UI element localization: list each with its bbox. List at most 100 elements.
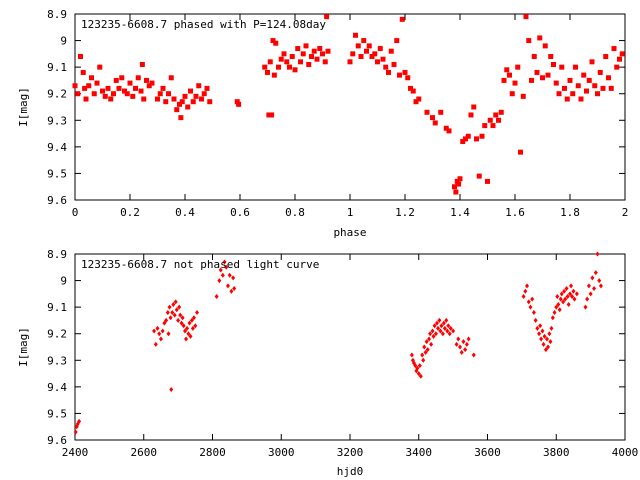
data-point [592,83,598,89]
data-point [547,331,552,337]
data-point [463,136,468,142]
data-point [324,14,330,20]
data-point [207,99,213,105]
data-point [127,80,133,86]
data-point [187,320,192,326]
y-tick-label: 9.3 [47,114,67,127]
data-point [479,133,485,139]
data-point [167,304,172,310]
x-tick-label: 0 [72,206,79,219]
data-point [188,88,193,94]
data-point [171,96,177,102]
y-axis-label: I[mag] [17,327,30,367]
data-point [217,278,222,284]
data-point [471,352,476,358]
data-point [485,178,490,184]
data-point [538,323,543,329]
data-point [184,336,189,342]
data-point [548,339,553,345]
data-point [440,331,445,337]
data-point [456,336,461,342]
data-point [431,333,436,339]
data-point [181,323,186,329]
x-tick-label: 0.2 [120,206,140,219]
data-point [597,69,603,75]
y-tick-label: 8.9 [47,8,67,21]
data-point [558,296,563,302]
data-point [75,91,81,97]
data-point [458,344,462,350]
data-point [423,349,428,355]
data-point [589,59,595,65]
data-point [82,85,88,91]
data-point [232,286,237,292]
data-point [72,83,78,89]
data-point [347,59,353,65]
data-point [569,283,574,289]
data-point [174,307,179,313]
data-point [523,14,529,20]
data-point [80,69,86,75]
data-point [430,328,435,334]
data-point [229,288,234,294]
data-point [570,294,575,300]
x-axis-label: hjd0 [337,465,364,478]
data-point [185,104,191,110]
data-point [533,317,538,323]
data-point [122,88,127,94]
x-tick-label: 1.4 [450,206,470,219]
data-point [446,128,452,134]
data-point [160,85,166,91]
data-point [515,64,521,70]
data-point [176,317,181,323]
y-tick-label: 9.4 [47,381,67,394]
data-point [427,336,432,342]
data-point [271,72,277,78]
data-point [265,69,270,75]
data-point [298,59,303,65]
x-tick-label: 3000 [268,446,295,459]
data-point [375,59,380,65]
data-point [459,349,464,355]
data-point [278,56,284,62]
data-point [405,75,411,81]
data-point [546,344,550,350]
data-point [595,251,600,257]
y-tick-label: 9.2 [47,328,67,341]
data-point [188,333,193,339]
data-point [421,357,426,363]
data-point [448,325,453,331]
data-point [287,64,292,70]
data-point [388,48,394,54]
data-point [614,64,620,70]
data-point [306,61,312,67]
data-point [551,61,556,67]
data-point [619,51,625,57]
data-point [391,61,397,67]
data-point [468,112,474,118]
data-point [424,109,430,115]
data-point [77,418,82,424]
data-point [456,181,462,187]
data-point [191,315,196,321]
data-point [325,48,331,54]
data-point [173,299,178,305]
data-point [529,77,534,83]
data-point [380,56,386,62]
data-point [236,101,242,107]
data-point [454,341,459,347]
data-point [540,75,545,81]
y-tick-label: 9.4 [47,141,67,154]
data-point [586,77,592,83]
y-tick-label: 9.2 [47,88,67,101]
data-point [540,328,545,334]
data-point [350,51,356,57]
data-point [146,83,152,89]
data-point [443,125,449,131]
data-point [444,317,449,323]
data-point [593,270,598,276]
data-point [603,54,609,60]
data-point [549,325,554,331]
data-point [83,96,89,102]
